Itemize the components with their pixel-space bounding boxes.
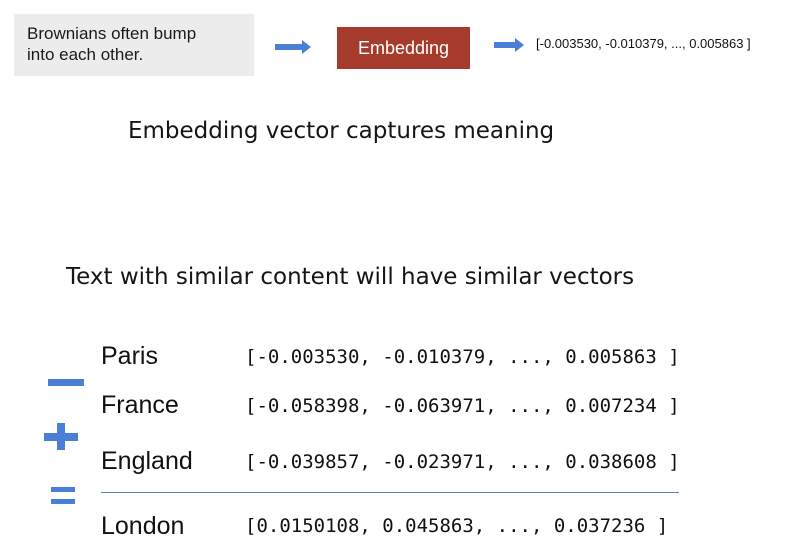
equals-icon xyxy=(51,487,75,492)
arrow-right-icon xyxy=(275,40,311,54)
word-london: London xyxy=(101,512,185,540)
input-text-box: Brownians often bump into each other. xyxy=(14,14,254,76)
vector-london: [0.0150108, 0.045863, ..., 0.037236 ] xyxy=(245,515,669,537)
input-text-line-1: Brownians often bump xyxy=(27,24,197,43)
vector-paris: [-0.003530, -0.010379, ..., 0.005863 ] xyxy=(245,346,680,368)
vector-england: [-0.039857, -0.023971, ..., 0.038608 ] xyxy=(245,451,680,473)
vector-france: [-0.058398, -0.063971, ..., 0.007234 ] xyxy=(245,395,680,417)
equals-icon-lower xyxy=(51,499,75,504)
minus-icon xyxy=(48,379,84,386)
heading-captures-meaning: Embedding vector captures meaning xyxy=(128,118,555,144)
embedding-box: Embedding xyxy=(337,27,470,69)
word-england: England xyxy=(101,447,193,475)
arrow-right-icon xyxy=(494,38,524,52)
word-paris: Paris xyxy=(101,342,158,370)
plus-icon-vertical xyxy=(57,423,65,450)
result-divider xyxy=(101,492,679,493)
output-vector: [-0.003530, -0.010379, ..., 0.005863 ] xyxy=(536,36,751,51)
input-text-line-2: into each other. xyxy=(27,45,144,64)
word-france: France xyxy=(101,391,179,419)
heading-similar-vectors: Text with similar content will have simi… xyxy=(66,264,635,290)
